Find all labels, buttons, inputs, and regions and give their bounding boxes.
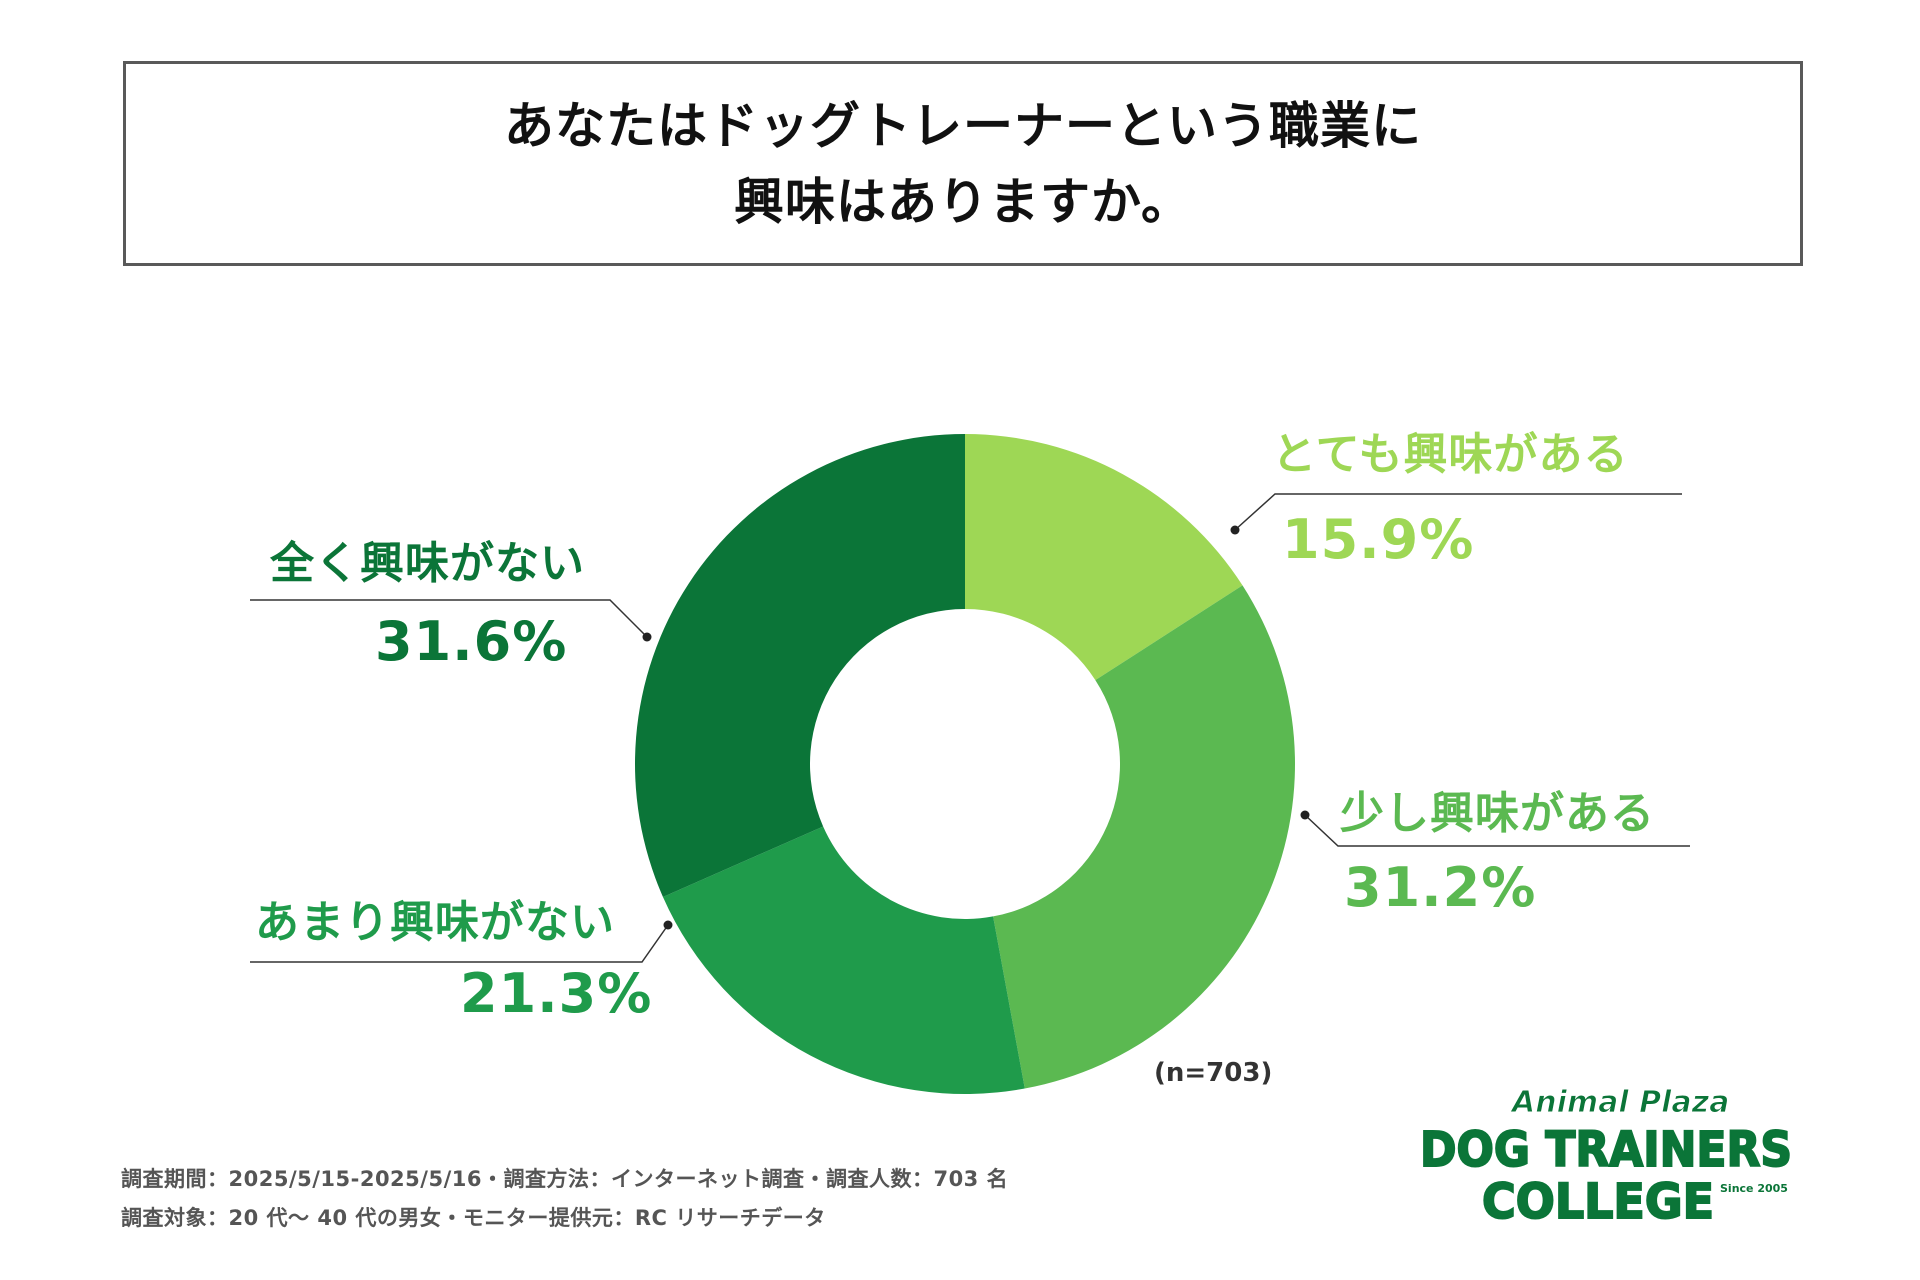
label-value-0: 15.9%	[1282, 508, 1475, 571]
label-value-1: 31.2%	[1344, 856, 1537, 919]
donut-slice-2	[662, 826, 1025, 1094]
logo-text-top: Animal Plaza	[1510, 1085, 1729, 1120]
leader-dot-0	[1230, 525, 1240, 535]
donut-slice-3	[635, 434, 965, 897]
label-category-3: 全く興味がない	[270, 538, 585, 589]
chart-title-line-2: 興味はありますか。	[734, 172, 1192, 231]
chart-title-box: あなたはドッグトレーナーという職業に 興味はありますか。	[123, 61, 1803, 266]
leader-line-3	[250, 599, 648, 638]
donut-slice-0	[965, 434, 1243, 681]
leader-line-1	[1304, 814, 1690, 847]
label-value-2: 21.3%	[460, 962, 653, 1025]
label-value-3: 31.6%	[375, 610, 568, 673]
leader-dot-3	[642, 632, 652, 642]
footnote-line-1: 調査期間：2025/5/15-2025/5/16・調査方法：インターネット調査・…	[121, 1167, 1009, 1191]
footnote-line-2: 調査対象：20 代〜 40 代の男女・モニター提供元：RC リサーチデータ	[121, 1206, 826, 1230]
label-category-0: とても興味がある	[1272, 429, 1629, 480]
leader-dot-1	[1300, 810, 1310, 820]
logo-text-since: Since 2005	[1720, 1182, 1788, 1195]
leader-line-2	[250, 924, 669, 963]
label-category-1: 少し興味がある	[1340, 788, 1655, 839]
label-category-2: あまり興味がない	[255, 897, 615, 948]
logo-text-middle: DOG TRAINERS	[1420, 1122, 1792, 1178]
leader-line-0	[1234, 493, 1682, 531]
chart-title-line-1: あなたはドッグトレーナーという職業に	[504, 96, 1422, 155]
leader-dot-2	[663, 920, 673, 930]
donut-slice-1	[993, 585, 1295, 1089]
sample-size-note: (n=703)	[1154, 1058, 1273, 1088]
dog-trainers-college-logo: Animal Plaza DOG TRAINERS COLLEGE Since …	[1420, 1085, 1793, 1226]
logo-text-bottom: COLLEGE	[1482, 1174, 1714, 1225]
